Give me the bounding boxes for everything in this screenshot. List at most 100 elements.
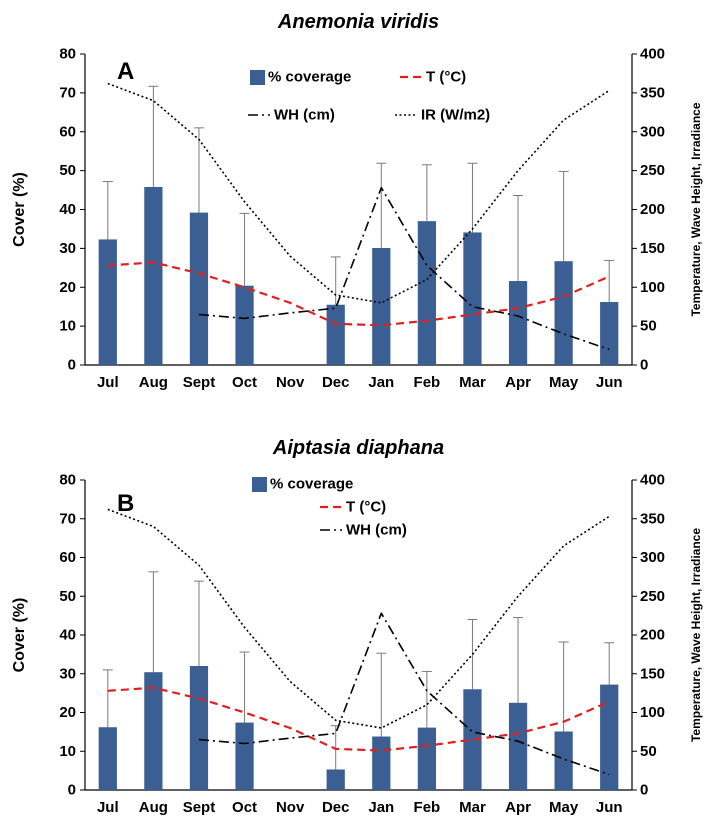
chart-title: Aiptasia diaphana: [272, 437, 444, 459]
y-tick-label: 70: [59, 510, 76, 527]
x-tick-label: Jun: [596, 799, 623, 816]
x-tick-label: Apr: [505, 799, 531, 816]
x-tick-label: Mar: [459, 374, 486, 391]
y2-tick-label: 100: [640, 279, 665, 296]
y2-tick-label: 0: [640, 782, 648, 799]
y2-tick-label: 200: [640, 201, 665, 218]
x-tick-label: Oct: [232, 799, 257, 816]
y-tick-label: 50: [59, 162, 76, 179]
bar-jan: [372, 736, 391, 790]
series-line-dotted: [107, 508, 610, 729]
bar-may: [554, 261, 573, 365]
y2-axis-title: Temperature, Wave Height, Irradiance: [689, 102, 703, 316]
bar-jun: [600, 302, 619, 365]
legend-swatch-coverage: [250, 70, 265, 85]
y-tick-label: 10: [59, 743, 76, 760]
bar-apr: [508, 281, 528, 365]
x-tick-label: Aug: [139, 374, 168, 391]
bar-sept: [189, 212, 209, 365]
legend-swatch-coverage: [252, 477, 267, 492]
legend-label: WH (cm): [346, 522, 407, 539]
bar-jul: [98, 727, 117, 790]
y-tick-label: 0: [68, 782, 76, 799]
y-tick-label: 20: [59, 279, 76, 296]
bar-jun: [600, 684, 619, 790]
bar-aug: [144, 672, 163, 790]
y2-tick-label: 150: [640, 240, 665, 257]
y-tick-label: 30: [59, 665, 76, 682]
y2-tick-label: 300: [640, 549, 665, 566]
bar-apr: [508, 702, 528, 790]
legend-label: % coverage: [268, 69, 351, 86]
y-tick-label: 70: [59, 84, 76, 101]
y-tick-label: 80: [59, 472, 76, 489]
x-tick-label: Jan: [368, 799, 394, 816]
bar-oct: [235, 285, 254, 365]
bar-aug: [144, 186, 163, 365]
series-line-dashdot: [198, 612, 610, 776]
y2-axis-title: Temperature, Wave Height, Irradiance: [689, 528, 703, 742]
y-tick-label: 50: [59, 588, 76, 605]
legend-label: WH (cm): [274, 107, 335, 124]
legend-label: T (°C): [346, 499, 386, 516]
bar-oct: [235, 722, 254, 790]
panel-label: B: [117, 490, 134, 517]
x-tick-label: Feb: [414, 374, 441, 391]
y-tick-label: 30: [59, 240, 76, 257]
y-axis-title: Cover (%): [11, 172, 28, 247]
x-tick-label: Jun: [596, 374, 623, 391]
legend-label: IR (W/m2): [421, 107, 490, 124]
y2-tick-label: 400: [640, 46, 665, 63]
y-axis-title: Cover (%): [11, 598, 28, 673]
y-tick-label: 10: [59, 318, 76, 335]
x-tick-label: Oct: [232, 374, 257, 391]
y2-tick-label: 400: [640, 472, 665, 489]
series-line-dotted: [107, 82, 610, 304]
y-tick-label: 80: [59, 46, 76, 63]
y2-tick-label: 200: [640, 627, 665, 644]
y-tick-label: 60: [59, 123, 76, 140]
bar-dec: [326, 304, 345, 365]
x-tick-label: Aug: [139, 799, 168, 816]
panel-label: A: [117, 58, 134, 85]
x-tick-label: Jul: [97, 799, 119, 816]
x-tick-label: Apr: [505, 374, 531, 391]
bar-sept: [189, 666, 209, 790]
bar-dec: [326, 769, 345, 790]
y-tick-label: 40: [59, 627, 76, 644]
y2-tick-label: 350: [640, 84, 665, 101]
y-tick-label: 20: [59, 704, 76, 721]
y2-tick-label: 50: [640, 743, 657, 760]
series-line-dashdot: [198, 186, 610, 351]
y2-tick-label: 100: [640, 704, 665, 721]
legend-label: % coverage: [270, 476, 353, 493]
y2-tick-label: 350: [640, 510, 665, 527]
x-tick-label: Nov: [276, 799, 305, 816]
x-tick-label: May: [549, 374, 579, 391]
x-tick-label: Jan: [368, 374, 394, 391]
chart-title: Anemonia viridis: [277, 11, 439, 33]
y2-tick-label: 50: [640, 318, 657, 335]
bar-feb: [417, 727, 436, 790]
bar-jan: [372, 247, 391, 365]
y-tick-label: 60: [59, 549, 76, 566]
chart-panel-a: Anemonia viridis A 0 10 20 30 40 50 60 70 80 0 50 100…: [11, 11, 703, 391]
y-tick-label: 40: [59, 201, 76, 218]
x-tick-label: Mar: [459, 799, 486, 816]
x-tick-label: Dec: [322, 799, 350, 816]
y-tick-label: 0: [68, 357, 76, 374]
x-tick-label: Dec: [322, 374, 350, 391]
y2-tick-label: 0: [640, 357, 648, 374]
x-tick-label: Sept: [183, 799, 216, 816]
x-tick-label: Jul: [97, 374, 119, 391]
y2-tick-label: 300: [640, 123, 665, 140]
y2-tick-label: 150: [640, 665, 665, 682]
y2-tick-label: 250: [640, 588, 665, 605]
legend-label: T (°C): [426, 69, 466, 86]
x-tick-label: May: [549, 799, 579, 816]
bar-mar: [463, 689, 482, 790]
x-tick-label: Feb: [414, 799, 441, 816]
series-line-dashed: [107, 686, 610, 752]
bar-may: [554, 731, 573, 790]
